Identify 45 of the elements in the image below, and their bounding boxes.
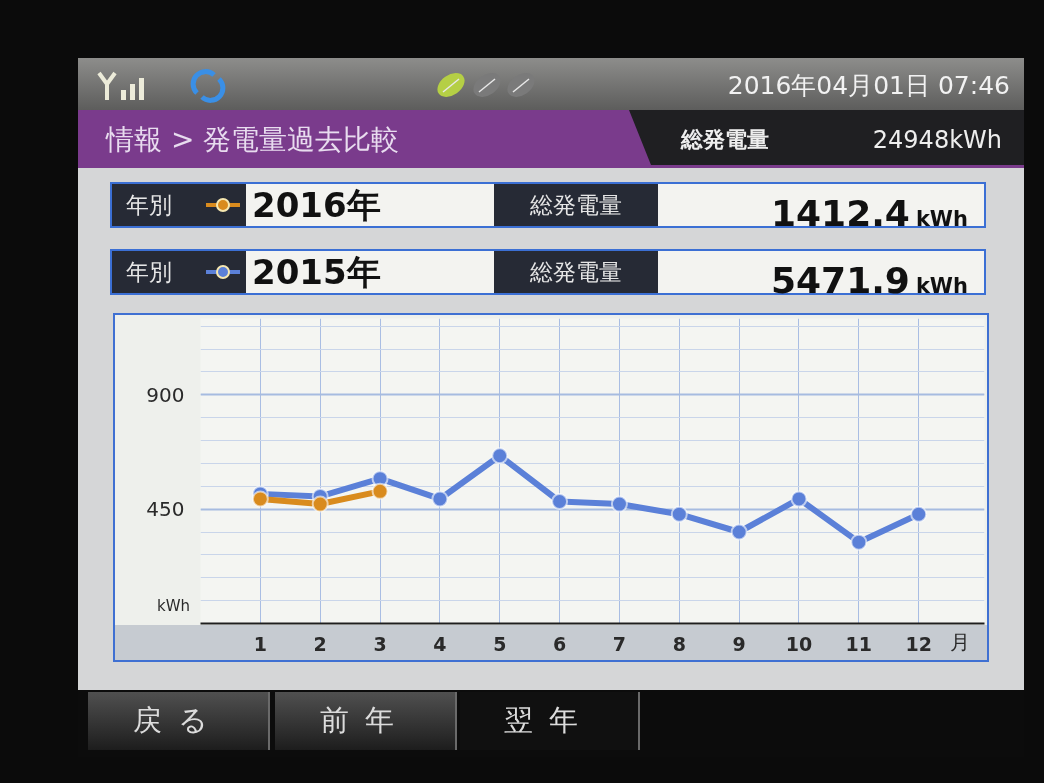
x-tick-label: 6 <box>552 632 567 655</box>
x-tick-label: 9 <box>732 632 746 655</box>
legend-label: 2016年 <box>251 184 382 226</box>
x-axis-title: 月 <box>950 630 970 654</box>
text: 2016年04月01日 07:46 <box>727 70 1010 102</box>
point <box>610 495 628 513</box>
text: 総発電量 <box>681 126 769 154</box>
point <box>431 490 449 508</box>
text: 翌年 <box>460 692 640 750</box>
x-tick-label: 11 <box>845 632 873 655</box>
text: 1412.4 <box>770 192 910 236</box>
text: 年別 <box>126 257 172 287</box>
point <box>551 493 569 510</box>
point <box>371 482 389 500</box>
point <box>491 447 509 465</box>
text: 5471.9 <box>770 259 910 303</box>
point <box>251 490 269 508</box>
point <box>311 495 329 513</box>
text: 24948kWh <box>872 125 1002 156</box>
x-tick-label: 5 <box>493 632 507 655</box>
text: 戻る <box>88 692 270 750</box>
text: kWh <box>915 273 968 300</box>
text: 年別 <box>126 190 172 220</box>
x-tick-label: 4 <box>433 632 447 655</box>
x-tick-label: 7 <box>612 632 627 655</box>
x-tick-label: 10 <box>785 632 813 655</box>
x-tick-label: 2 <box>313 632 327 655</box>
x-tick-label: 12 <box>905 632 932 655</box>
chart-title: 情報 > 発電量過去比較 <box>106 122 400 158</box>
x-tick-label: 1 <box>253 632 267 655</box>
y-tick-label: 450 <box>146 497 185 522</box>
point <box>850 533 868 551</box>
point <box>790 490 808 508</box>
y-axis-title: kWh <box>156 597 190 615</box>
point <box>670 505 688 523</box>
point <box>730 523 748 541</box>
text: kWh <box>915 206 968 233</box>
text: 総発電量 <box>494 251 658 293</box>
point <box>910 505 928 523</box>
x-tick-label: 8 <box>672 632 686 655</box>
text: 総発電量 <box>494 184 658 226</box>
text: 前年 <box>275 692 457 750</box>
x-tick-label: 3 <box>373 632 387 655</box>
y-tick-label: 900 <box>146 382 185 407</box>
legend-label: 2015年 <box>251 251 382 293</box>
